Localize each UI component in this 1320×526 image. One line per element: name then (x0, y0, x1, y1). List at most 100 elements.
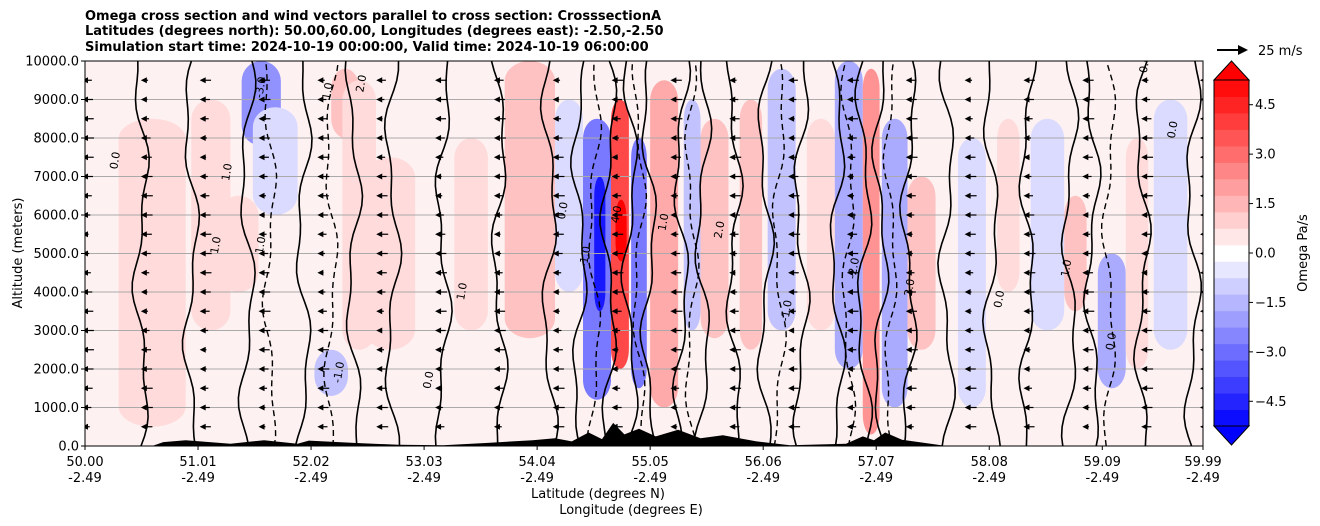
wind-vector (1200, 136, 1203, 140)
omega-cell (314, 349, 348, 396)
wind-vector (85, 77, 92, 84)
wind-vector (1023, 192, 1033, 199)
x-tick-label-latitude: 59.99 (1184, 455, 1221, 470)
wind-vector (317, 192, 329, 199)
wind-vector (846, 212, 856, 218)
wind-vector (199, 289, 211, 295)
contour-label: 0.0 (1137, 55, 1153, 74)
negative-contour (1101, 61, 1117, 446)
x-tick-label-longitude: -2.49 (633, 471, 667, 486)
wind-vector (85, 289, 93, 295)
wind-vector (788, 366, 798, 372)
wind-vector (964, 327, 974, 334)
wind-vector (493, 327, 506, 334)
contour-label: 1.0 (454, 282, 470, 301)
wind-vector (611, 250, 624, 257)
x-axis-label-latitude: Latitude (degrees N) (531, 487, 665, 502)
wind-vector (493, 250, 501, 257)
wind-vector (788, 404, 800, 411)
wind-vector (846, 308, 859, 315)
x-tick-label-longitude: -2.49 (520, 471, 554, 486)
wind-vector (964, 115, 973, 122)
wind-vector (258, 289, 271, 295)
wind-vector (376, 250, 388, 257)
wind-vector (964, 135, 975, 141)
wind-vector (964, 308, 972, 315)
wind-vector (1023, 308, 1034, 315)
colorbar-extend-high (1212, 60, 1251, 81)
y-tick-label: 3000.0 (34, 324, 80, 339)
x-tick-label-latitude: 59.09 (1084, 455, 1121, 470)
wind-vector (1141, 154, 1154, 161)
wind-vector (85, 135, 94, 141)
omega-cell (907, 176, 936, 350)
colorbar-segment (1214, 294, 1249, 312)
chart-title-line-3: Simulation start time: 2024-10-19 00:00:… (85, 40, 649, 55)
wind-vector (611, 404, 622, 411)
wind-vector (376, 77, 386, 84)
wind-vector (140, 115, 150, 122)
wind-vector (140, 173, 153, 180)
wind-vector (670, 308, 683, 315)
wind-vector (611, 289, 623, 295)
x-axis-label-longitude: Longitude (degrees E) (559, 503, 703, 518)
wind-vector (905, 404, 916, 411)
colorbar-segment (1214, 327, 1249, 345)
contour-label: 2.0 (902, 278, 918, 297)
wind-vector (85, 154, 94, 161)
wind-vector (1200, 329, 1203, 332)
x-tick-label-latitude: 58.08 (971, 455, 1008, 470)
wind-vector (199, 346, 207, 353)
wind-vector (964, 77, 973, 84)
wind-vector (1200, 213, 1203, 217)
wind-vector (199, 212, 211, 218)
zero-contour (854, 61, 874, 446)
wind-vector (435, 366, 443, 372)
wind-vector (611, 327, 621, 334)
wind-vector (493, 96, 505, 103)
omega-cell (700, 118, 729, 339)
wind-vector (376, 173, 387, 180)
y-tick-label: 5000.0 (34, 247, 80, 262)
wind-vector (85, 385, 93, 392)
zero-contour (237, 61, 257, 446)
wind-vector (1082, 192, 1090, 199)
wind-vector (140, 289, 148, 295)
wind-vector (1200, 117, 1203, 121)
wind-vector (846, 423, 857, 430)
wind-vector (1023, 250, 1036, 257)
wind-vector (905, 192, 916, 199)
omega-cell (252, 107, 298, 215)
wind-vector (493, 346, 506, 353)
colorbar-label: Omega Pa/s (1296, 214, 1311, 292)
wind-vector (1082, 173, 1092, 180)
wind-vector (729, 192, 741, 199)
wind-vector (199, 366, 207, 372)
wind-vector (1200, 271, 1203, 275)
wind-vector (964, 192, 977, 199)
wind-vector (611, 212, 623, 218)
contour-label: 0.0 (555, 201, 571, 220)
zero-contour (620, 61, 639, 446)
wind-vector (964, 346, 975, 353)
wind-vector (1141, 366, 1154, 372)
colorbar-segment (1214, 211, 1249, 229)
wind-vector (1141, 269, 1148, 276)
wind-vector (788, 192, 800, 199)
wind-vector (1141, 96, 1151, 103)
wind-vector (376, 154, 386, 161)
quiver-key-label: 25 m/s (1258, 44, 1303, 59)
wind-vector (493, 289, 505, 295)
wind-vector (1200, 406, 1203, 409)
wind-vector (964, 231, 976, 238)
wind-vector (1023, 269, 1036, 276)
wind-vector (611, 173, 620, 180)
colorbar-segment (1214, 80, 1249, 97)
wind-vector (1200, 98, 1203, 101)
wind-vector (85, 96, 94, 103)
wind-vector (670, 346, 682, 353)
x-tick-label-longitude: -2.49 (68, 471, 102, 486)
wind-vector (846, 231, 858, 238)
omega-cell (555, 99, 584, 292)
wind-vector (964, 250, 975, 257)
